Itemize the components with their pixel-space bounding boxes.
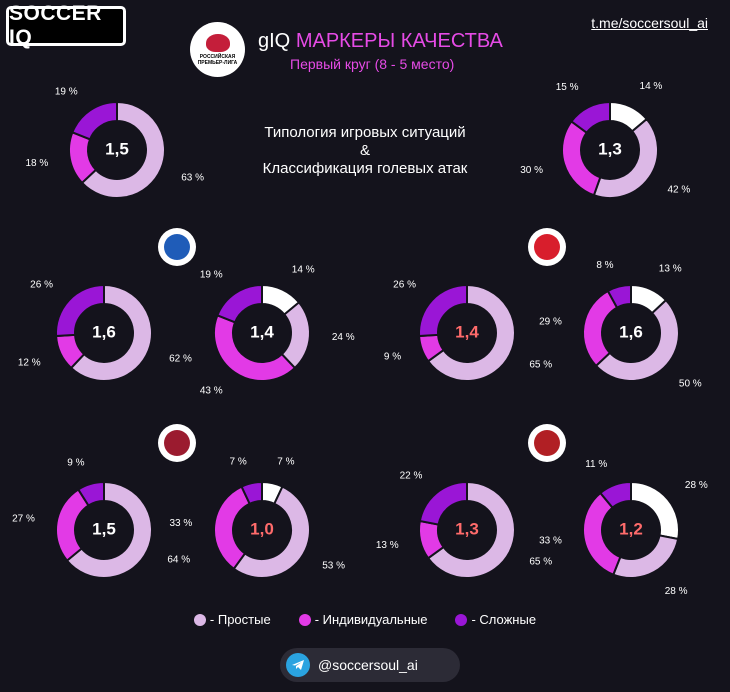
- donut-2-center-value: 1,6: [92, 322, 116, 341]
- donut-3-center-value: 1,4: [250, 322, 274, 341]
- donut-0-slice-simple: [80, 100, 166, 199]
- donut-4-label-complex: 26 %: [393, 280, 416, 291]
- legend-item-simple: - Простые: [193, 612, 271, 627]
- center-line-1: Типология игровых ситуаций: [264, 124, 466, 141]
- donut-7-center-value: 1,0: [250, 519, 274, 538]
- footer-handle[interactable]: @soccersoul_ai: [280, 648, 460, 682]
- donut-8-label-simple: 65 %: [529, 556, 552, 567]
- legend-label-individual: - Индивидуальные: [314, 612, 428, 627]
- center-line-3: Классификация голевых атак: [262, 160, 468, 177]
- title-prefix: gIQ: [258, 30, 291, 52]
- donut-1-center-value: 1,3: [598, 139, 622, 158]
- donut-1-slice-complex: [570, 100, 611, 135]
- donut-7-label-complex: 7 %: [229, 456, 246, 467]
- donut-9-slice-complex: [598, 480, 632, 510]
- donut-1-label-complex: 15 %: [556, 82, 579, 93]
- footer-handle-text: @soccersoul_ai: [318, 657, 418, 673]
- donut-8-center-value: 1,3: [455, 519, 479, 538]
- donut-4-center-value: 1,4: [455, 322, 479, 341]
- donut-9-label-simple: 28 %: [665, 586, 688, 597]
- donut-7-label-simple: 53 %: [322, 560, 345, 571]
- donut-1-slice-simple: [592, 117, 659, 199]
- donut-6-label-simple: 64 %: [167, 554, 190, 565]
- donut-2-slice-complex: [55, 283, 105, 338]
- telegram-icon: [286, 653, 310, 677]
- donut-6-label-individual: 27 %: [12, 514, 35, 525]
- donut-2-label-simple: 62 %: [169, 353, 192, 364]
- legend-item-individual: - Индивидуальные: [298, 612, 428, 627]
- donut-4-slice-simple: [426, 283, 516, 382]
- spartak-badge-icon: [528, 228, 566, 266]
- page-subtitle: Первый круг (8 - 5 место): [290, 56, 455, 72]
- donut-4-label-simple: 65 %: [529, 359, 552, 370]
- donut-4-label-individual: 9 %: [384, 351, 401, 362]
- akhmat-badge-icon: [528, 424, 566, 462]
- donut-2-slice-simple: [69, 283, 153, 382]
- baltika-badge-icon: [158, 228, 196, 266]
- donut-9-label-individual: 33 %: [539, 536, 562, 547]
- donut-5-label-other: 13 %: [659, 263, 682, 274]
- donut-4-slice-complex: [418, 283, 468, 338]
- page-title: gIQ МАРКЕРЫ КАЧЕСТВА: [258, 30, 503, 53]
- donut-7-label-other: 7 %: [277, 456, 294, 467]
- donut-7-slice-complex: [240, 480, 263, 506]
- donut-3-label-other: 14 %: [292, 264, 315, 275]
- donut-0-label-simple: 63 %: [181, 172, 204, 183]
- legend-dot-individual: [298, 613, 311, 626]
- donut-5-slice-simple: [594, 298, 680, 382]
- donut-6-slice-simple: [65, 480, 153, 579]
- donut-1-label-other: 14 %: [640, 81, 663, 92]
- legend-label-simple: - Простые: [209, 612, 271, 627]
- soccer-iq-logo: SOCCER IQ: [6, 2, 126, 49]
- donut-6-slice-complex: [76, 480, 105, 507]
- donut-6-label-complex: 9 %: [67, 457, 84, 468]
- donut-7-label-individual: 33 %: [170, 518, 193, 529]
- donut-9-slice-simple: [612, 534, 680, 579]
- donut-3-label-individual: 43 %: [200, 386, 223, 397]
- bear-icon: [205, 33, 230, 52]
- donut-0-label-individual: 18 %: [25, 158, 48, 169]
- donut-2-label-complex: 26 %: [30, 280, 53, 291]
- donut-9-center-value: 1,2: [619, 519, 643, 538]
- donut-8-slice-simple: [426, 480, 516, 579]
- donut-8-slice-complex: [418, 480, 468, 526]
- donut-3-slice-individual: [213, 314, 297, 382]
- legend-label-complex: - Сложные: [471, 612, 537, 627]
- donut-2-label-individual: 12 %: [18, 357, 41, 368]
- donut-5-label-complex: 8 %: [596, 260, 613, 271]
- donut-5-center-value: 1,6: [619, 322, 643, 341]
- legend-dot-simple: [193, 613, 206, 626]
- legend: - Простые - Индивидуальные - Сложные: [0, 612, 730, 627]
- league-badge-text: РОССИЙСКАЯ ПРЕМЬЕР-ЛИГА: [197, 53, 238, 66]
- donut-1-label-individual: 30 %: [520, 165, 543, 176]
- donut-0-slice-complex: [71, 100, 118, 141]
- donut-5-label-simple: 50 %: [679, 379, 702, 390]
- donut-7-slice-simple: [232, 485, 311, 579]
- donut-8-label-complex: 22 %: [400, 471, 423, 482]
- donut-6-center-value: 1,5: [92, 519, 116, 538]
- legend-dot-complex: [455, 613, 468, 626]
- donut-5-label-individual: 29 %: [539, 317, 562, 328]
- donut-3-label-complex: 19 %: [200, 270, 223, 281]
- rubin-badge-icon: [158, 424, 196, 462]
- donut-0-center-value: 1,5: [105, 139, 129, 158]
- donut-8-label-individual: 13 %: [376, 540, 399, 551]
- donut-9-label-complex: 11 %: [585, 459, 607, 470]
- donut-9-label-other: 28 %: [685, 480, 708, 491]
- center-line-2: &: [359, 142, 370, 159]
- league-badge-icon: РОССИЙСКАЯ ПРЕМЬЕР-ЛИГА: [190, 22, 245, 77]
- legend-item-complex: - Сложные: [455, 612, 536, 627]
- donut-1-label-simple: 42 %: [668, 185, 691, 196]
- donut-3-slice-complex: [216, 283, 263, 324]
- channel-link[interactable]: t.me/soccersoul_ai: [591, 15, 708, 31]
- donut-5-slice-complex: [606, 283, 632, 309]
- title-main: МАРКЕРЫ КАЧЕСТВА: [295, 30, 503, 52]
- donut-0-label-complex: 19 %: [55, 87, 78, 98]
- donut-3-label-simple: 24 %: [332, 332, 355, 343]
- donut-1-slice-individual: [561, 120, 602, 197]
- center-description: Типология игровых ситуаций & Классификац…: [210, 124, 520, 178]
